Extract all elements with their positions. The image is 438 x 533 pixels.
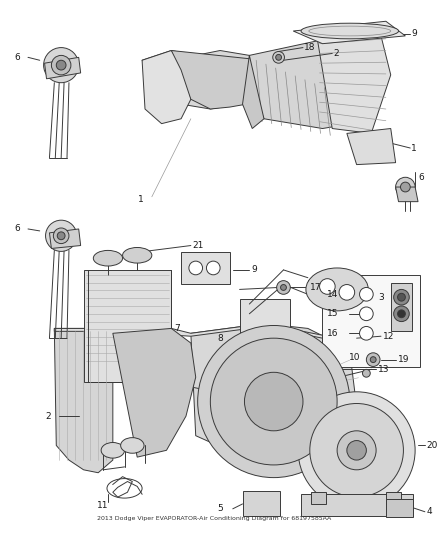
Circle shape [396,177,415,197]
Polygon shape [113,328,196,457]
Text: 2: 2 [46,411,51,421]
Ellipse shape [120,438,144,453]
Circle shape [360,287,373,301]
Text: 19: 19 [398,355,409,364]
Circle shape [310,403,403,497]
Bar [240,299,290,377]
Text: 2013 Dodge Viper EVAPORATOR-Air Conditioning Diagram for 68197585AA: 2013 Dodge Viper EVAPORATOR-Air Conditio… [97,516,332,521]
Text: 1: 1 [138,195,144,204]
Circle shape [244,372,303,431]
Ellipse shape [101,442,124,458]
Bar [311,492,326,504]
Circle shape [273,52,284,63]
Circle shape [215,385,225,395]
Polygon shape [45,58,81,79]
Text: 9: 9 [411,29,417,38]
Circle shape [198,326,350,478]
Text: 21: 21 [193,241,204,250]
Text: 6: 6 [418,173,424,182]
Polygon shape [142,51,191,124]
Circle shape [366,353,380,367]
Polygon shape [396,187,418,201]
Circle shape [277,281,290,294]
Circle shape [281,285,286,290]
Text: 8: 8 [217,334,223,343]
Ellipse shape [123,247,152,263]
Text: 12: 12 [383,332,394,341]
Circle shape [398,310,405,318]
Circle shape [398,293,405,301]
Circle shape [370,357,376,362]
Circle shape [337,431,376,470]
Text: 20: 20 [427,441,438,450]
Circle shape [56,60,66,70]
Polygon shape [191,324,357,460]
Circle shape [320,279,335,294]
Bar [322,275,420,367]
Bar [386,492,402,504]
Polygon shape [49,229,81,248]
Ellipse shape [301,23,399,39]
Polygon shape [54,328,113,473]
Circle shape [363,369,370,377]
Text: 5: 5 [217,504,223,513]
Bar [391,282,412,332]
Circle shape [57,232,65,240]
Bar [181,252,230,284]
Circle shape [51,55,71,75]
Circle shape [189,261,202,275]
Circle shape [394,289,409,305]
Circle shape [276,54,282,60]
Circle shape [46,220,77,252]
Circle shape [339,285,355,300]
Circle shape [347,441,366,460]
Text: 1: 1 [411,143,417,152]
Circle shape [400,182,410,192]
Text: 3: 3 [378,293,384,302]
Bar [386,499,413,516]
Circle shape [360,307,373,321]
Circle shape [210,338,337,465]
Polygon shape [142,51,264,109]
Text: 2: 2 [333,49,339,58]
Polygon shape [318,36,391,133]
Circle shape [298,392,415,509]
Circle shape [394,306,409,321]
Text: 6: 6 [14,224,20,233]
Text: 6: 6 [14,53,20,62]
Text: 15: 15 [327,309,339,318]
Text: 11: 11 [97,502,109,511]
Text: 13: 13 [378,365,389,374]
Polygon shape [249,41,369,128]
Polygon shape [171,51,264,109]
Text: 18: 18 [304,43,315,52]
Polygon shape [243,55,264,128]
Circle shape [206,261,220,275]
Circle shape [360,327,373,340]
Polygon shape [54,324,361,346]
Text: 14: 14 [327,290,339,299]
Polygon shape [347,128,396,165]
Ellipse shape [306,268,368,311]
Text: 9: 9 [251,265,257,274]
Polygon shape [293,21,405,44]
Text: 16: 16 [327,329,339,338]
Text: 10: 10 [349,353,360,362]
Ellipse shape [93,251,123,266]
Text: 7: 7 [174,324,180,333]
Circle shape [44,47,79,83]
Circle shape [53,228,69,244]
Text: 4: 4 [427,507,432,516]
Bar [301,494,413,515]
Bar [243,491,279,515]
Bar [84,270,171,382]
Text: 17: 17 [310,283,321,292]
